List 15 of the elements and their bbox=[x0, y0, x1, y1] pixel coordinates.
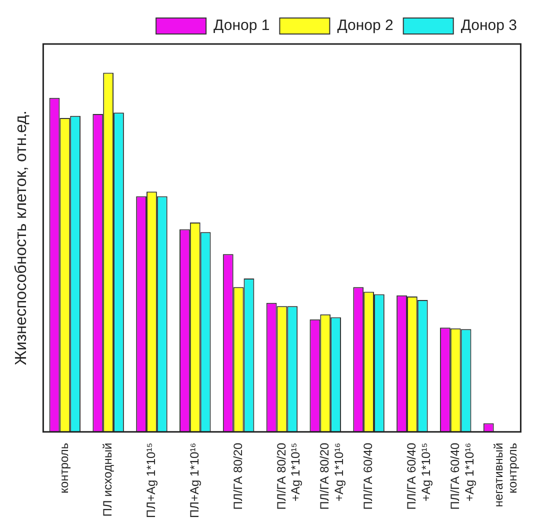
y-axis-title: Жизнеспособность клеток, отн.ед. bbox=[13, 110, 30, 366]
x-tick-label: ПЛ/ГА 80/20 +Ag 1*10¹⁵ bbox=[274, 442, 303, 510]
x-tick-label: ПЛ+Ag 1*10¹⁶ bbox=[187, 442, 202, 518]
x-tick-label: ПЛ+Ag 1*10¹⁵ bbox=[144, 442, 158, 518]
x-tick-label: ПЛ/ГА 60/40 bbox=[361, 442, 376, 510]
x-tick-label: контроль bbox=[57, 442, 72, 494]
x-tick-label: ПЛ исходный bbox=[100, 442, 115, 517]
x-tick-label: негативный контроль bbox=[491, 442, 520, 508]
x-tick-label: ПЛ/ГА 60/40 +Ag 1*10¹⁶ bbox=[448, 442, 476, 510]
x-tick-label: ПЛ/ГА 80/20 +Ag 1*10¹⁶ bbox=[318, 442, 346, 510]
legend-label: Донор 1 bbox=[214, 17, 270, 34]
x-tick-label: ПЛ/ГА 60/40 +Ag 1*10¹⁵ bbox=[404, 442, 433, 510]
legend-label: Донор 2 bbox=[337, 17, 394, 34]
x-tick-label: ПЛ/ГА 80/20 bbox=[230, 442, 245, 510]
legend-label: Донор 3 bbox=[460, 17, 518, 34]
